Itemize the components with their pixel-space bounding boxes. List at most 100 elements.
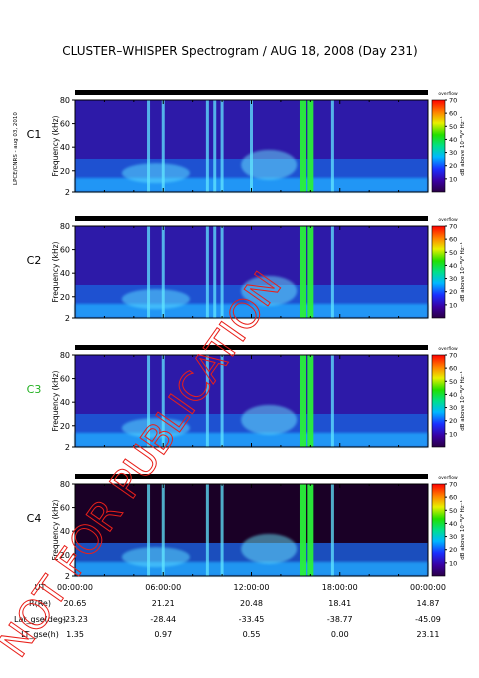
y-tick-label: 60 bbox=[60, 504, 70, 513]
ephemeris-value: -28.44 bbox=[150, 615, 176, 624]
emission-burst bbox=[299, 226, 306, 318]
colorbar bbox=[431, 354, 446, 448]
ephemeris-value: 0.97 bbox=[154, 630, 172, 639]
emission-burst bbox=[299, 355, 306, 447]
panels: 2 20 40 60 80 Frequency (kHz) C1 overflow 10 20 30… bbox=[27, 90, 466, 581]
emission-burst bbox=[147, 100, 151, 192]
emission-burst bbox=[205, 484, 209, 576]
colorbar-tick-label: 70 bbox=[449, 352, 457, 360]
colorbar bbox=[431, 483, 446, 577]
colorbar-tick-label: 60 bbox=[449, 236, 457, 244]
y-tick-label: 2 bbox=[65, 572, 70, 581]
ephemeris-value: 18.41 bbox=[328, 599, 351, 608]
y-tick-label: 20 bbox=[60, 293, 70, 302]
colorbar-tick-label: 60 bbox=[449, 494, 457, 502]
colorbar-cap-label: overflow bbox=[438, 475, 458, 481]
colorbar-tick-label: 10 bbox=[449, 430, 457, 438]
emission-burst bbox=[220, 100, 224, 192]
y-tick-label: 80 bbox=[60, 96, 70, 105]
panel-c3: 2 20 40 60 80 Frequency (kHz) C3 overflow 10 20 30… bbox=[27, 345, 466, 452]
emission-patch bbox=[241, 404, 298, 435]
ephemeris-value: 21.21 bbox=[152, 599, 175, 608]
emission-burst bbox=[330, 355, 334, 447]
ephemeris-row-label: R(Re) bbox=[29, 599, 51, 608]
panel-c1: 2 20 40 60 80 Frequency (kHz) C1 overflow 10 20 30… bbox=[27, 90, 466, 197]
y-tick-label: 80 bbox=[60, 351, 70, 360]
emission-patch bbox=[121, 289, 190, 310]
colorbar-tick-label: 20 bbox=[449, 546, 457, 554]
emission-burst bbox=[330, 100, 334, 192]
y-tick-label: 2 bbox=[65, 188, 70, 197]
ephemeris-value: 12:00:00 bbox=[234, 583, 270, 592]
side-label: LPCE/CNRS - aug 03, 2010 bbox=[13, 112, 19, 185]
emission-burst bbox=[250, 100, 253, 192]
colorbar-cap-label: overflow bbox=[438, 91, 458, 97]
colorbar-label: dB above 10⁻⁸V² Hz⁻¹ bbox=[459, 242, 466, 302]
ephemeris-value: 20.48 bbox=[240, 599, 263, 608]
emission-burst bbox=[161, 484, 165, 576]
ephemeris-value: 0.00 bbox=[331, 630, 349, 639]
ephemeris-value: 23.11 bbox=[417, 630, 440, 639]
colorbar-label: dB above 10⁻⁸V² Hz⁻¹ bbox=[459, 116, 466, 176]
emission-burst bbox=[147, 226, 151, 318]
y-tick-label: 40 bbox=[60, 398, 70, 407]
colorbar-tick-label: 50 bbox=[449, 249, 457, 257]
emission-burst bbox=[147, 355, 151, 447]
y-tick-label: 80 bbox=[60, 480, 70, 489]
colorbar bbox=[431, 99, 446, 193]
emission-patch bbox=[241, 149, 298, 180]
emission-burst bbox=[220, 484, 224, 576]
y-tick-label: 60 bbox=[60, 246, 70, 255]
colorbar-tick-label: 70 bbox=[449, 223, 457, 231]
y-tick-label: 2 bbox=[65, 443, 70, 452]
status-bar bbox=[75, 90, 428, 95]
colorbar-tick-label: 10 bbox=[449, 301, 457, 309]
y-tick-label: 40 bbox=[60, 143, 70, 152]
emission-burst bbox=[213, 100, 217, 192]
status-bar bbox=[75, 216, 428, 221]
colorbar-tick-label: 60 bbox=[449, 365, 457, 373]
colorbar-tick-label: 70 bbox=[449, 481, 457, 489]
y-tick-label: 20 bbox=[60, 551, 70, 560]
y-tick-label: 80 bbox=[60, 222, 70, 231]
colorbar-tick-label: 30 bbox=[449, 404, 457, 412]
emission-burst bbox=[205, 226, 209, 318]
colorbar-label: dB above 10⁻⁸V² Hz⁻¹ bbox=[459, 500, 466, 560]
ephemeris-value: 00:00:00 bbox=[410, 583, 446, 592]
y-tick-label: 40 bbox=[60, 269, 70, 278]
figure-title: CLUSTER–WHISPER Spectrogram / AUG 18, 20… bbox=[62, 44, 417, 58]
colorbar-tick-label: 20 bbox=[449, 162, 457, 170]
ephemeris-value: 18:00:00 bbox=[322, 583, 358, 592]
ephemeris-value: 14.87 bbox=[417, 599, 440, 608]
colorbar-tick-label: 10 bbox=[449, 175, 457, 183]
emission-burst bbox=[330, 226, 334, 318]
emission-burst bbox=[330, 484, 334, 576]
emission-burst bbox=[307, 484, 314, 576]
ephemeris-value: 0.55 bbox=[243, 630, 261, 639]
emission-burst bbox=[307, 226, 314, 318]
ephemeris-value: -38.77 bbox=[327, 615, 353, 624]
y-tick-label: 60 bbox=[60, 120, 70, 129]
emission-patch bbox=[121, 547, 190, 568]
colorbar-tick-label: 50 bbox=[449, 378, 457, 386]
colorbar-tick-label: 40 bbox=[449, 391, 457, 399]
colorbar-cap-label: overflow bbox=[438, 217, 458, 223]
y-tick-label: 40 bbox=[60, 527, 70, 536]
colorbar-tick-label: 50 bbox=[449, 507, 457, 515]
y-axis-label: Frequency (kHz) bbox=[51, 370, 60, 431]
ephemeris-value: -33.45 bbox=[239, 615, 265, 624]
colorbar-tick-label: 60 bbox=[449, 110, 457, 118]
ephemeris-value: -45.09 bbox=[415, 615, 441, 624]
emission-patch bbox=[121, 163, 190, 184]
emission-burst bbox=[161, 355, 165, 447]
y-tick-label: 20 bbox=[60, 167, 70, 176]
y-axis-label: Frequency (kHz) bbox=[51, 241, 60, 302]
ephemeris-value: 20.65 bbox=[64, 599, 87, 608]
ephemeris-row-label: LT_gse(h) bbox=[21, 630, 59, 639]
emission-burst bbox=[307, 100, 314, 192]
emission-burst bbox=[299, 484, 306, 576]
emission-patch bbox=[241, 275, 298, 306]
ephemeris-value: -23.23 bbox=[62, 615, 88, 624]
ephemeris-row-label: Lat_gse(deg) bbox=[14, 615, 66, 624]
